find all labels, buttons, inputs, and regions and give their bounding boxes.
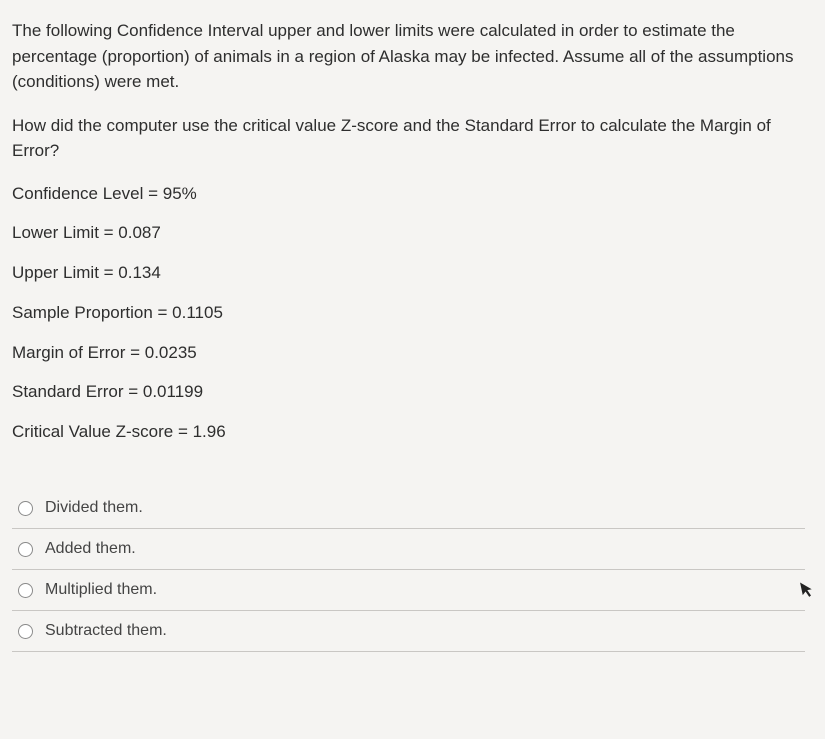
- radio-icon: [18, 624, 33, 639]
- radio-icon: [18, 501, 33, 516]
- zscore-line: Critical Value Z-score = 1.96: [12, 420, 805, 444]
- sample-proportion-line: Sample Proportion = 0.1105: [12, 301, 805, 325]
- margin-of-error-line: Margin of Error = 0.0235: [12, 341, 805, 365]
- answer-option-added[interactable]: Added them.: [12, 529, 805, 570]
- upper-limit-line: Upper Limit = 0.134: [12, 261, 805, 285]
- question-prompt: How did the computer use the critical va…: [12, 113, 805, 164]
- answer-label: Multiplied them.: [45, 581, 157, 599]
- answer-option-divided[interactable]: Divided them.: [12, 488, 805, 529]
- radio-icon: [18, 542, 33, 557]
- answer-option-subtracted[interactable]: Subtracted them.: [12, 611, 805, 652]
- answer-label: Added them.: [45, 540, 136, 558]
- answer-list: Divided them. Added them. Multiplied the…: [12, 488, 805, 652]
- radio-icon: [18, 583, 33, 598]
- answer-label: Divided them.: [45, 499, 143, 517]
- answer-option-multiplied[interactable]: Multiplied them.: [12, 570, 805, 611]
- confidence-level-line: Confidence Level = 95%: [12, 182, 805, 206]
- lower-limit-line: Lower Limit = 0.087: [12, 221, 805, 245]
- standard-error-line: Standard Error = 0.01199: [12, 380, 805, 404]
- question-intro: The following Confidence Interval upper …: [12, 18, 805, 95]
- answer-label: Subtracted them.: [45, 622, 167, 640]
